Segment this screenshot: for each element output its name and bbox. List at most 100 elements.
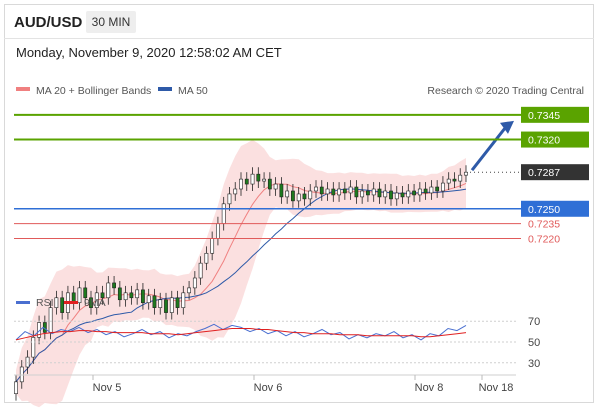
x-tick-label: Nov 6 [254,382,283,394]
candle [308,190,313,200]
candle [394,192,399,200]
candle [337,188,341,196]
candle [429,186,434,194]
candle [291,190,295,202]
rsi-ma-legend-label: 9MA [84,297,106,309]
candle [31,337,36,358]
last-price-label: 0.7287 [528,167,560,179]
pivot-label: 0.7250 [528,204,560,216]
ma20-legend-label: MA 20 + Bollinger Bands [36,85,151,97]
candle [239,178,243,190]
bollinger-band [16,139,466,408]
candle [25,356,30,368]
ma50-legend-swatch [158,87,172,91]
support-label: 0.7235 [528,219,560,231]
candle [366,190,370,196]
candle [152,295,157,308]
candle [164,299,168,313]
candle [181,292,186,308]
candle [106,282,111,299]
candle [89,297,93,308]
candle [314,186,318,192]
timestamp: Monday, November 9, 2020 12:58:02 AM CET [16,45,282,60]
forecast-arrow [470,125,508,172]
rsi-legend-swatch [16,301,30,304]
candle [216,223,220,239]
candle [48,307,53,333]
candle [267,178,272,190]
timeframe-button[interactable]: 30 MIN [86,11,136,33]
candle [221,203,226,224]
candle [83,287,88,299]
candle [302,193,307,200]
candle [452,178,457,182]
candle [19,366,24,383]
candle [360,190,365,198]
candle [354,186,359,198]
candle [285,190,290,198]
candle [406,190,411,198]
candle [204,252,209,264]
candle [192,277,197,289]
candle [377,188,382,198]
candle [273,183,278,190]
candle [423,188,428,194]
candle [325,188,330,195]
candle [400,192,405,198]
x-tick-label: Nov 5 [93,382,122,394]
candle [279,183,284,198]
candle [135,289,140,299]
candle [210,238,215,254]
candle [169,297,174,313]
candle [412,190,416,196]
candle [331,188,336,196]
candle [233,188,238,195]
candle [319,186,324,195]
candle [60,297,65,313]
resistance-label: 0.7345 [528,110,560,122]
rsi-tick-label: 50 [528,337,540,349]
resistance-label: 0.7320 [528,135,560,147]
header-divider [4,38,594,39]
candle [262,178,266,182]
rsi-ma-line [15,328,467,341]
candle [256,173,261,182]
candle [244,178,249,185]
ma20-legend-swatch [16,87,30,91]
forecast-arrow-head [500,120,514,134]
x-tick-label: Nov 18 [479,382,514,394]
x-axis: Nov 5 Nov 6 Nov 8 Nov 18 [92,375,514,394]
rsi-ma-legend-swatch [64,301,78,304]
candle [123,292,128,301]
rsi-legend-label: RSI [36,297,54,309]
candle [446,178,451,184]
candle [348,186,353,194]
pivot-tag [521,200,589,217]
candle [14,381,18,395]
candle [458,174,463,182]
candle [117,287,122,301]
rsi-line [15,323,467,341]
candle [435,186,440,192]
candle [371,188,376,196]
candle [141,289,145,304]
candle [389,190,393,200]
candle [227,193,232,205]
candle [417,188,422,196]
resistance-tag [521,106,589,123]
symbol-title: AUD/USD [14,14,83,31]
rsi-tick-label: 30 [528,358,540,370]
price-plot [14,120,514,408]
candle [112,282,116,289]
ma50-legend-label: MA 50 [178,85,208,97]
candle [296,193,301,202]
candle [158,299,163,308]
credit-label: Research © 2020 Trading Central [427,85,584,97]
rsi-plot: 70 50 30 [14,316,540,370]
support-label: 0.7220 [528,233,560,245]
candle [342,188,347,194]
candle [54,297,59,308]
resistance-tag [521,131,589,148]
candle [464,171,468,176]
